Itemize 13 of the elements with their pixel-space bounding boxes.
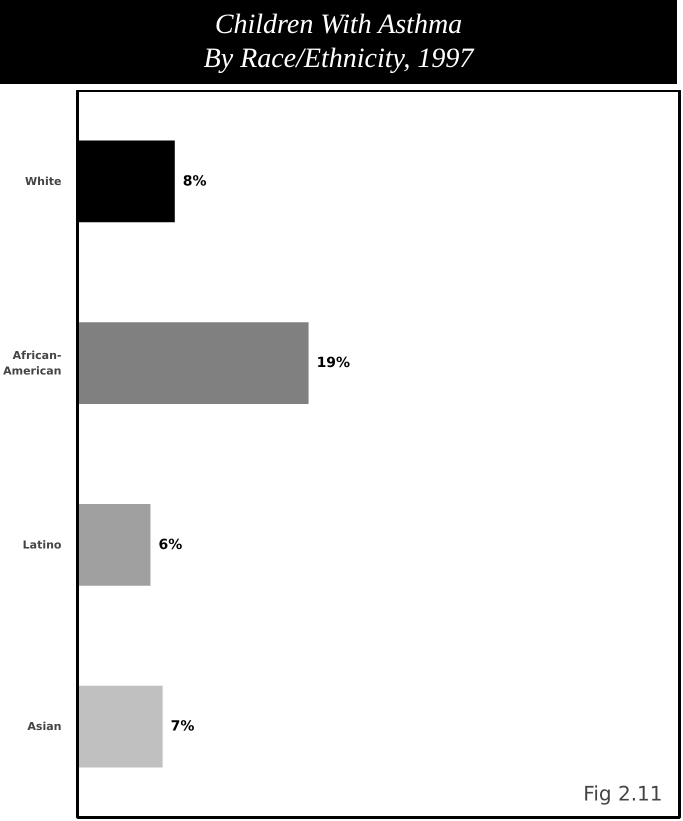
data-label: 8% — [182, 173, 207, 190]
bar — [78, 686, 163, 768]
y-tick-label: White — [25, 174, 62, 188]
bar — [78, 322, 309, 404]
data-label: 7% — [170, 718, 194, 735]
bar — [78, 504, 150, 586]
chart-title: Children With Asthma By Race/Ethnicity, 1997 — [0, 0, 677, 84]
annotation: Fig 2.11 — [583, 782, 663, 806]
data-label: 6% — [158, 536, 182, 553]
y-tick-label: Latino — [22, 538, 62, 552]
data-label: 19% — [316, 355, 350, 372]
y-tick-label: African-American — [3, 348, 62, 378]
y-tick-label: Asian — [27, 720, 62, 734]
